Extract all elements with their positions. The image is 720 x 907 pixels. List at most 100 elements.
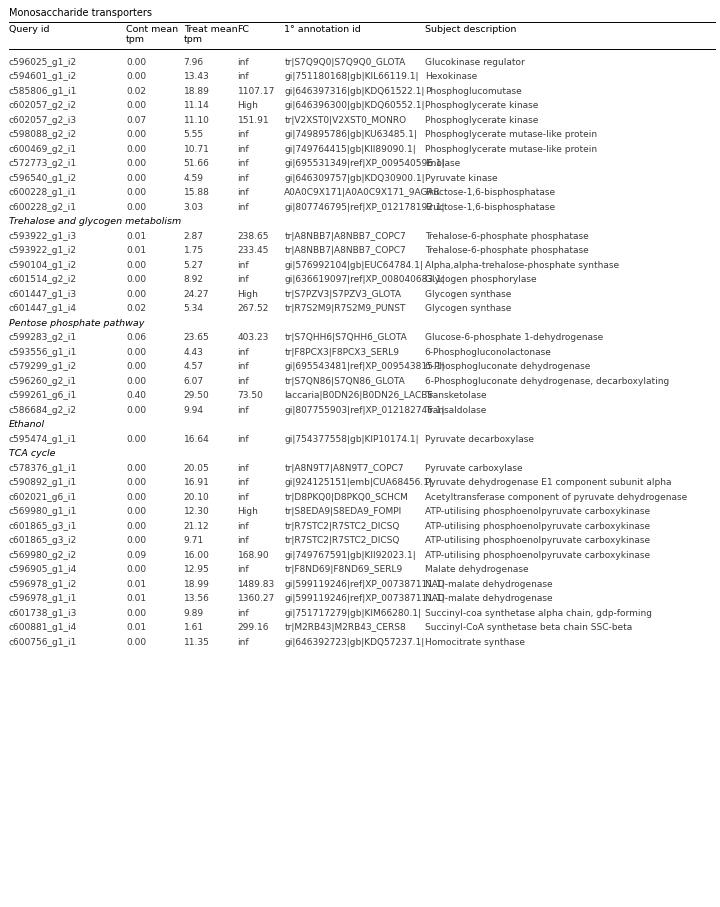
Text: c579299_g1_i2: c579299_g1_i2 <box>9 362 77 371</box>
Text: gi|599119246|ref|XP_007387111.1|: gi|599119246|ref|XP_007387111.1| <box>284 594 445 603</box>
Text: 1107.17: 1107.17 <box>238 87 275 96</box>
Text: inf: inf <box>238 522 249 531</box>
Text: 0.00: 0.00 <box>126 478 146 487</box>
Text: Transaldolase: Transaldolase <box>425 405 486 414</box>
Text: c596978_g1_i2: c596978_g1_i2 <box>9 580 77 589</box>
Text: 13.43: 13.43 <box>184 73 210 82</box>
Text: 0.00: 0.00 <box>126 565 146 574</box>
Text: Glucose-6-phosphate 1-dehydrogenase: Glucose-6-phosphate 1-dehydrogenase <box>425 333 603 342</box>
Text: 0.01: 0.01 <box>126 231 146 240</box>
Text: 20.10: 20.10 <box>184 493 210 502</box>
Text: Subject description: Subject description <box>425 25 516 34</box>
Text: tr|V2XST0|V2XST0_MONRO: tr|V2XST0|V2XST0_MONRO <box>284 116 407 124</box>
Text: inf: inf <box>238 434 249 444</box>
Text: 0.01: 0.01 <box>126 246 146 255</box>
Text: c602057_g2_i3: c602057_g2_i3 <box>9 116 77 124</box>
Text: tr|S7Q9Q0|S7Q9Q0_GLOTA: tr|S7Q9Q0|S7Q9Q0_GLOTA <box>284 58 405 67</box>
Text: 151.91: 151.91 <box>238 116 269 124</box>
Text: 0.00: 0.00 <box>126 376 146 385</box>
Text: 23.65: 23.65 <box>184 333 210 342</box>
Text: c596540_g1_i2: c596540_g1_i2 <box>9 174 77 182</box>
Text: 5.34: 5.34 <box>184 304 204 313</box>
Text: inf: inf <box>238 275 249 284</box>
Text: c596905_g1_i4: c596905_g1_i4 <box>9 565 77 574</box>
Text: 6.07: 6.07 <box>184 376 204 385</box>
Text: Glucokinase regulator: Glucokinase regulator <box>425 58 525 67</box>
Text: c601447_g1_i3: c601447_g1_i3 <box>9 289 77 298</box>
Text: inf: inf <box>238 478 249 487</box>
Text: tr|A8NBB7|A8NBB7_COPC7: tr|A8NBB7|A8NBB7_COPC7 <box>284 231 406 240</box>
Text: gi|754377558|gb|KIP10174.1|: gi|754377558|gb|KIP10174.1| <box>284 434 419 444</box>
Text: 0.01: 0.01 <box>126 623 146 632</box>
Text: c602021_g6_i1: c602021_g6_i1 <box>9 493 77 502</box>
Text: 6-Phosphogluconolactonase: 6-Phosphogluconolactonase <box>425 347 552 356</box>
Text: Treat mean
tpm: Treat mean tpm <box>184 25 237 44</box>
Text: ATP-utilising phosphoenolpyruvate carboxykinase: ATP-utilising phosphoenolpyruvate carbox… <box>425 507 650 516</box>
Text: tr|R7STC2|R7STC2_DICSQ: tr|R7STC2|R7STC2_DICSQ <box>284 536 400 545</box>
Text: 1.75: 1.75 <box>184 246 204 255</box>
Text: inf: inf <box>238 202 249 211</box>
Text: tr|D8PKQ0|D8PKQ0_SCHCM: tr|D8PKQ0|D8PKQ0_SCHCM <box>284 493 408 502</box>
Text: Pentose phosphate pathway: Pentose phosphate pathway <box>9 318 144 327</box>
Text: c600881_g1_i4: c600881_g1_i4 <box>9 623 77 632</box>
Text: 0.00: 0.00 <box>126 174 146 182</box>
Text: c601865_g3_i1: c601865_g3_i1 <box>9 522 77 531</box>
Text: c601447_g1_i4: c601447_g1_i4 <box>9 304 76 313</box>
Text: 51.66: 51.66 <box>184 160 210 168</box>
Text: 1.61: 1.61 <box>184 623 204 632</box>
Text: 267.52: 267.52 <box>238 304 269 313</box>
Text: c590104_g1_i2: c590104_g1_i2 <box>9 260 77 269</box>
Text: gi|646396300|gb|KDQ60552.1|: gi|646396300|gb|KDQ60552.1| <box>284 102 425 110</box>
Text: 403.23: 403.23 <box>238 333 269 342</box>
Text: 16.64: 16.64 <box>184 434 210 444</box>
Text: inf: inf <box>238 609 249 618</box>
Text: Phosphoglycerate mutase-like protein: Phosphoglycerate mutase-like protein <box>425 145 597 153</box>
Text: Glycogen synthase: Glycogen synthase <box>425 289 511 298</box>
Text: 0.09: 0.09 <box>126 551 146 560</box>
Text: 0.00: 0.00 <box>126 522 146 531</box>
Text: c578376_g1_i1: c578376_g1_i1 <box>9 463 77 473</box>
Text: c596978_g1_i1: c596978_g1_i1 <box>9 594 77 603</box>
Text: gi|646397316|gb|KDQ61522.1|: gi|646397316|gb|KDQ61522.1| <box>284 87 425 96</box>
Text: Succinyl-coa synthetase alpha chain, gdp-forming: Succinyl-coa synthetase alpha chain, gdp… <box>425 609 652 618</box>
Text: inf: inf <box>238 638 249 647</box>
Text: 1° annotation id: 1° annotation id <box>284 25 361 34</box>
Text: c596260_g2_i1: c596260_g2_i1 <box>9 376 77 385</box>
Text: gi|807755903|ref|XP_012182746.1|: gi|807755903|ref|XP_012182746.1| <box>284 405 445 414</box>
Text: Pyruvate carboxylase: Pyruvate carboxylase <box>425 463 523 473</box>
Text: Cont mean
tpm: Cont mean tpm <box>126 25 178 44</box>
Text: tr|S7QHH6|S7QHH6_GLOTA: tr|S7QHH6|S7QHH6_GLOTA <box>284 333 407 342</box>
Text: 8.92: 8.92 <box>184 275 204 284</box>
Text: inf: inf <box>238 463 249 473</box>
Text: gi|749764415|gb|KII89090.1|: gi|749764415|gb|KII89090.1| <box>284 145 416 153</box>
Text: 0.02: 0.02 <box>126 87 146 96</box>
Text: inf: inf <box>238 347 249 356</box>
Text: 4.59: 4.59 <box>184 174 204 182</box>
Text: Pyruvate kinase: Pyruvate kinase <box>425 174 498 182</box>
Text: 299.16: 299.16 <box>238 623 269 632</box>
Text: Glycogen synthase: Glycogen synthase <box>425 304 511 313</box>
Text: 11.10: 11.10 <box>184 116 210 124</box>
Text: gi|636619097|ref|XP_008040683.1|: gi|636619097|ref|XP_008040683.1| <box>284 275 445 284</box>
Text: gi|751717279|gb|KIM66280.1|: gi|751717279|gb|KIM66280.1| <box>284 609 421 618</box>
Text: 21.12: 21.12 <box>184 522 210 531</box>
Text: FC: FC <box>238 25 250 34</box>
Text: 73.50: 73.50 <box>238 391 264 400</box>
Text: 11.35: 11.35 <box>184 638 210 647</box>
Text: c595474_g1_i1: c595474_g1_i1 <box>9 434 77 444</box>
Text: 11.14: 11.14 <box>184 102 210 110</box>
Text: 168.90: 168.90 <box>238 551 269 560</box>
Text: Monosaccharide transporters: Monosaccharide transporters <box>9 8 152 18</box>
Text: Query id: Query id <box>9 25 49 34</box>
Text: gi|695543481|ref|XP_009543815.1|: gi|695543481|ref|XP_009543815.1| <box>284 362 445 371</box>
Text: inf: inf <box>238 188 249 197</box>
Text: gi|646309757|gb|KDQ30900.1|: gi|646309757|gb|KDQ30900.1| <box>284 174 425 182</box>
Text: 0.00: 0.00 <box>126 347 146 356</box>
Text: 2.87: 2.87 <box>184 231 204 240</box>
Text: c601738_g1_i3: c601738_g1_i3 <box>9 609 77 618</box>
Text: 0.00: 0.00 <box>126 275 146 284</box>
Text: c600756_g1_i1: c600756_g1_i1 <box>9 638 77 647</box>
Text: High: High <box>238 102 258 110</box>
Text: 18.89: 18.89 <box>184 87 210 96</box>
Text: inf: inf <box>238 145 249 153</box>
